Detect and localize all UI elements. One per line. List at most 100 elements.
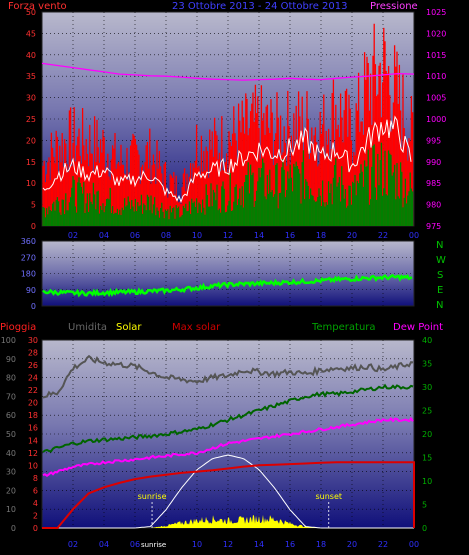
pressure-ytick-label: 1010: [426, 72, 446, 81]
humidity-ytick-label: 20: [6, 486, 16, 495]
wind-ytick-label: 40: [26, 51, 36, 60]
direction-ytick-label: 360: [21, 237, 36, 246]
weather-xtick-label: 06: [130, 540, 140, 549]
rain-ytick-label: 2: [33, 511, 38, 520]
rain-ytick-label: 18: [28, 411, 38, 420]
wind-xtick-label: 14: [254, 231, 264, 240]
compass-label-n1: N: [436, 240, 443, 251]
max-solar-line: [42, 454, 414, 529]
rain-line: [42, 461, 415, 529]
wind-ytick-label: 45: [26, 29, 36, 38]
legend-dew-point: Dew Point: [393, 322, 443, 333]
wind-ytick-label: 35: [26, 72, 36, 81]
rain-ytick-label: 26: [28, 361, 38, 370]
solar-area: [42, 514, 414, 528]
rain-ytick-label: 4: [33, 499, 38, 508]
rain-ytick-label: 8: [33, 474, 38, 483]
legend-temperature: Temperatura: [311, 322, 376, 333]
pressure-ytick-label: 1000: [426, 115, 446, 124]
temperature-ytick-label: 25: [422, 407, 432, 416]
wind-ytick-label: 30: [26, 94, 36, 103]
temperature-ytick-label: 40: [422, 336, 432, 345]
wind-direction-line: [42, 273, 413, 298]
legend-solar: Solar: [116, 322, 142, 333]
rain-ytick-label: 14: [28, 436, 38, 445]
pressure-ytick-label: 1005: [426, 94, 446, 103]
humidity-ytick-label: 80: [6, 374, 16, 383]
wind-panel-right-label: Pressione: [370, 1, 418, 12]
weather-xtick-label: 20: [347, 540, 357, 549]
compass-label-w: W: [436, 255, 446, 266]
wind-panel-left-label: Forza vento: [8, 1, 67, 12]
weather-xtick-label: 18: [316, 540, 326, 549]
humidity-line: [42, 354, 414, 399]
legend-max-solar: Max solar: [172, 322, 221, 333]
humidity-ytick-label: 100: [1, 336, 16, 345]
pressure-ytick-label: 985: [426, 179, 441, 188]
weather-xtick-label: 04: [99, 540, 109, 549]
pressure-ytick-label: 980: [426, 201, 441, 210]
humidity-ytick-label: 50: [6, 430, 16, 439]
wind-xtick-label: 04: [99, 231, 109, 240]
wind-xtick-label: 16: [285, 231, 295, 240]
wind-xtick-label: 02: [68, 231, 78, 240]
temperature-ytick-label: 10: [422, 477, 432, 486]
weather-xtick-label: 02: [68, 540, 78, 549]
rain-ytick-label: 22: [28, 386, 38, 395]
humidity-ytick-label: 0: [11, 524, 16, 533]
direction-ytick-label: 90: [26, 286, 36, 295]
temperature-line: [42, 383, 414, 453]
rain-ytick-label: 6: [33, 486, 38, 495]
humidity-ytick-label: 10: [6, 505, 16, 514]
wind-average-line: [42, 115, 412, 204]
humidity-ytick-label: 60: [6, 411, 16, 420]
wind-xtick-label: 06: [130, 231, 140, 240]
rain-ytick-label: 24: [28, 374, 38, 383]
temperature-ytick-label: 30: [422, 383, 432, 392]
rain-ytick-label: 30: [28, 336, 38, 345]
humidity-ytick-label: 90: [6, 355, 16, 364]
temperature-ytick-label: 35: [422, 360, 432, 369]
rain-ytick-label: 10: [28, 461, 38, 470]
wind-ytick-label: 10: [26, 179, 36, 188]
sunset-label: sunset: [315, 492, 342, 501]
temperature-ytick-label: 0: [422, 524, 427, 533]
wind-panel-date-range: 23 Ottobre 2013 - 24 Ottobre 2013: [172, 1, 347, 12]
legend-humidity: Umidita: [68, 322, 107, 333]
pressure-ytick-label: 1025: [426, 8, 446, 17]
sunrise-axis-label: sunrise: [141, 541, 166, 549]
wind-xtick-label: 08: [161, 231, 171, 240]
direction-ytick-label: 0: [31, 302, 36, 311]
pressure-ytick-label: 990: [426, 158, 441, 167]
rain-ytick-label: 0: [33, 524, 38, 533]
humidity-ytick-label: 30: [6, 468, 16, 477]
humidity-ytick-label: 70: [6, 392, 16, 401]
weather-xtick-label: 22: [378, 540, 388, 549]
compass-label-n2: N: [436, 300, 443, 311]
humidity-ytick-label: 40: [6, 449, 16, 458]
wind-ytick-label: 25: [26, 115, 36, 124]
pressure-ytick-label: 1015: [426, 51, 446, 60]
weather-xtick-label: 10: [192, 540, 202, 549]
wind-ytick-label: 20: [26, 136, 36, 145]
compass-label-e: E: [437, 285, 443, 296]
wind-ytick-label: 5: [31, 201, 36, 210]
weather-xtick-label: 12: [223, 540, 233, 549]
temperature-ytick-label: 5: [422, 501, 427, 510]
temperature-ytick-label: 20: [422, 430, 432, 439]
weather-xtick-label: 14: [254, 540, 264, 549]
wind-xtick-label: 22: [378, 231, 388, 240]
dew-point-line: [42, 416, 414, 478]
temperature-ytick-label: 15: [422, 454, 432, 463]
pressure-ytick-label: 995: [426, 136, 441, 145]
wind-xtick-label: 10: [192, 231, 202, 240]
wind-ytick-label: 0: [31, 222, 36, 231]
wind-xtick-label: 20: [347, 231, 357, 240]
wind-ytick-label: 15: [26, 158, 36, 167]
rain-ytick-label: 16: [28, 424, 38, 433]
wind-xtick-label: 12: [223, 231, 233, 240]
weather-xtick-label: 00: [409, 540, 419, 549]
pressure-line: [41, 62, 415, 81]
